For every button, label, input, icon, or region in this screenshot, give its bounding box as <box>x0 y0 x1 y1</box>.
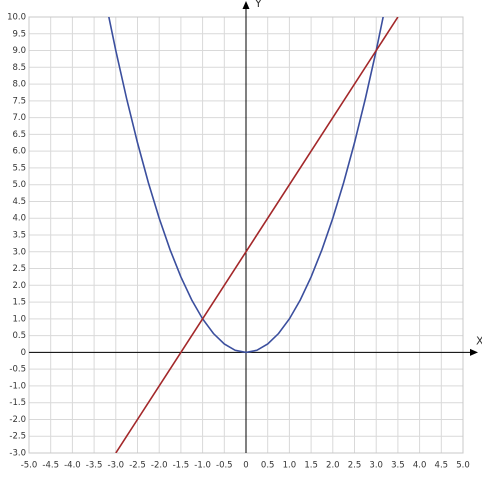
y-tick-label: 8.0 <box>12 80 26 90</box>
y-tick-label: -2.0 <box>9 415 26 425</box>
x-tick-label: 0.5 <box>261 461 275 471</box>
y-tick-label: -3.0 <box>9 449 26 459</box>
y-tick-label: 4.0 <box>12 214 26 224</box>
x-tick-label: -3.0 <box>108 461 125 471</box>
y-tick-label: -1.5 <box>9 398 26 408</box>
axes <box>29 1 478 453</box>
x-tick-label: -5.0 <box>21 461 38 471</box>
x-tick-label: 4.0 <box>413 461 427 471</box>
y-tick-label: -0.5 <box>9 365 26 375</box>
y-tick-label: 0.5 <box>12 331 26 341</box>
x-axis-arrow <box>470 348 478 356</box>
x-tick-label: 4.5 <box>435 461 449 471</box>
y-tick-label: 10.0 <box>7 13 26 23</box>
y-tick-label: 9.0 <box>12 46 26 56</box>
x-tick-label: -2.0 <box>151 461 168 471</box>
y-tick-label: 6.0 <box>12 147 26 157</box>
y-tick-label: 5.0 <box>12 180 26 190</box>
labels: -5.0 -4.5 -4.0 -3.5 -3.0 -2.5 -2.0 -1.5 -1.0 -0.5… <box>7 0 482 471</box>
y-tick-label: 3.5 <box>12 231 26 241</box>
x-tick-label: -4.5 <box>42 461 59 471</box>
y-tick-label: 5.5 <box>12 163 26 173</box>
x-tick-label: 1.0 <box>283 461 297 471</box>
y-tick-label: 2.0 <box>12 281 26 291</box>
y-tick-label: 1.0 <box>12 314 26 324</box>
x-axis-label: X <box>476 334 482 347</box>
x-tick-label: -1.5 <box>173 461 190 471</box>
x-tick-label: 0 <box>243 461 248 471</box>
y-tick-label: 1.5 <box>12 298 26 308</box>
y-tick-label: -2.5 <box>9 432 26 442</box>
y-axis-label: Y <box>254 0 262 10</box>
y-axis-arrow <box>242 1 250 9</box>
x-tick-label: 2.5 <box>348 461 362 471</box>
x-tick-label: 2.0 <box>326 461 340 471</box>
series-line <box>108 17 384 354</box>
y-tick-label: 8.5 <box>12 63 26 73</box>
y-tick-label: 3.0 <box>12 247 26 257</box>
y-tick-label: 6.5 <box>12 130 26 140</box>
x-tick-label: 3.0 <box>369 461 383 471</box>
y-tick-label: -1.0 <box>9 381 26 391</box>
y-tick-label: 9.5 <box>12 29 26 39</box>
plot-area <box>108 17 399 453</box>
series-line <box>115 17 399 453</box>
x-tick-label: 5.0 <box>456 461 470 471</box>
y-tick-label: 7.5 <box>12 96 26 106</box>
x-tick-label: 3.5 <box>391 461 405 471</box>
x-tick-label: -1.0 <box>194 461 211 471</box>
x-tick-label: 1.5 <box>304 461 318 471</box>
y-tick-label: 2.5 <box>12 264 26 274</box>
x-tick-label: -0.5 <box>216 461 233 471</box>
y-tick-label: 0 <box>21 348 26 358</box>
y-tick-label: 4.5 <box>12 197 26 207</box>
x-tick-label: -2.5 <box>129 461 146 471</box>
x-tick-label: -4.0 <box>64 461 81 471</box>
x-tick-label: -3.5 <box>86 461 103 471</box>
y-tick-label: 7.0 <box>12 113 26 123</box>
